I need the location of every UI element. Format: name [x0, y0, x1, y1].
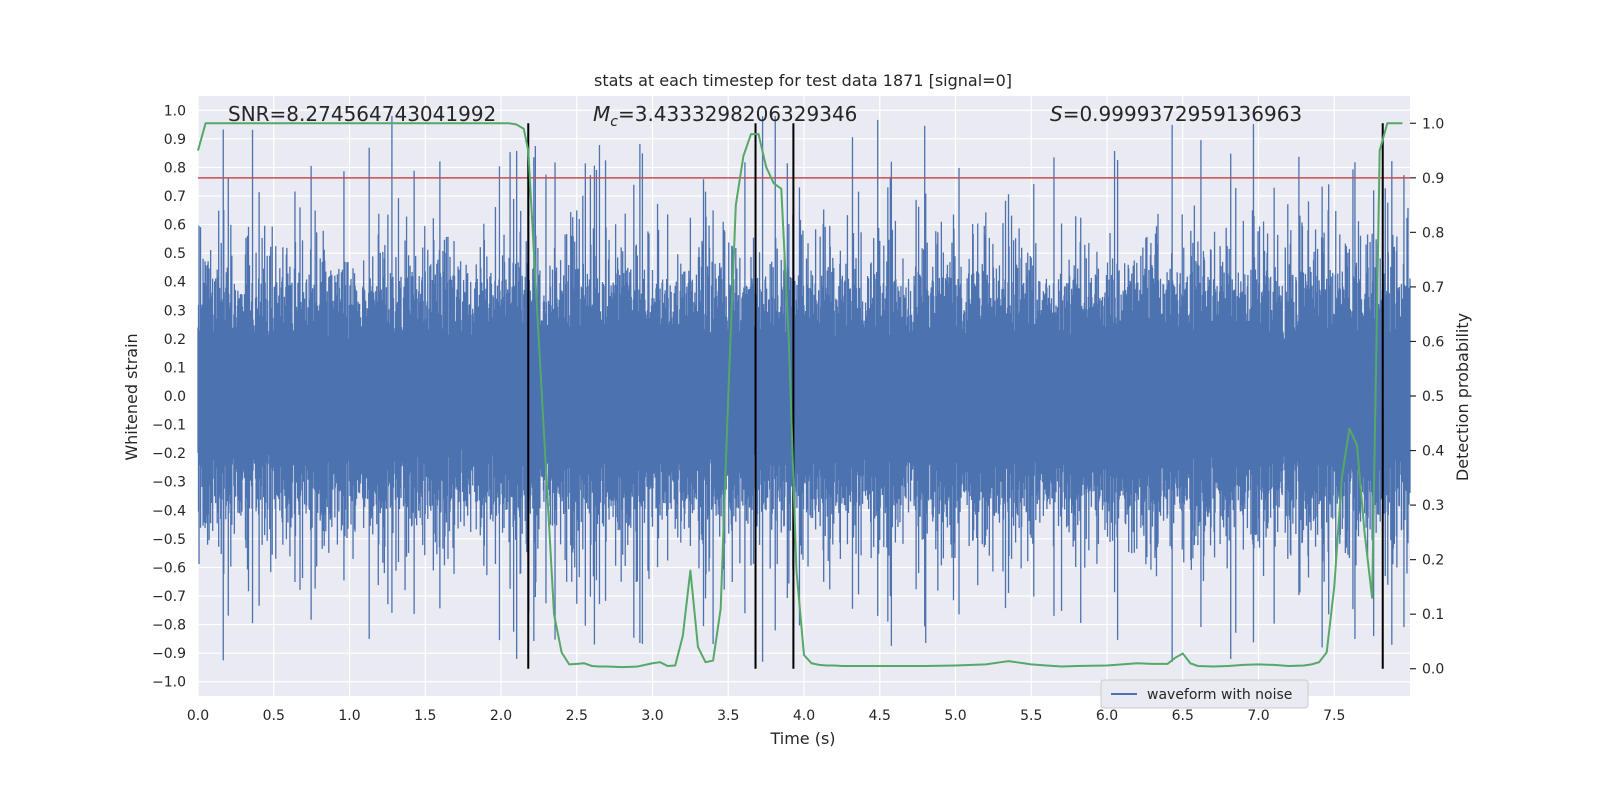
x-tick-label: 6.5 — [1172, 708, 1194, 724]
x-tick-label: 7.0 — [1247, 708, 1269, 724]
x-axis-label: Time (s) — [769, 729, 835, 748]
x-tick-label: 3.5 — [717, 708, 739, 724]
y-right-tick-label: 0.5 — [1422, 389, 1444, 405]
legend-box — [1100, 679, 1309, 709]
waveform-trace — [197, 116, 1411, 662]
mc-value: =3.4333298206329346 — [618, 102, 857, 126]
s-symbol: S — [1050, 102, 1063, 126]
y-right-tick-label: 0.4 — [1422, 444, 1444, 460]
x-tick-label: 1.5 — [414, 708, 436, 724]
x-tick-label: 7.5 — [1323, 708, 1345, 724]
y-tick-label: 0.0 — [164, 389, 186, 405]
probability-series — [197, 122, 1403, 669]
x-tick-label: 2.5 — [566, 708, 588, 724]
y-right-tick-label: 0.9 — [1422, 171, 1444, 187]
x-tick-label: 2.0 — [490, 708, 512, 724]
y-tick-label: −1.0 — [152, 675, 186, 691]
s-annotation: S=0.9999372959136963 — [1050, 102, 1302, 126]
mc-subscript: c — [610, 114, 618, 130]
y-right-axis-label: Detection probability — [1453, 313, 1472, 481]
chirp-mass-annotation: Mc=3.4333298206329346 — [593, 102, 857, 130]
y-tick-label: −0.8 — [152, 618, 186, 634]
y-tick-label: −0.4 — [152, 503, 186, 519]
y-tick-label: −0.6 — [152, 560, 186, 576]
y-tick-label: −0.2 — [152, 446, 186, 462]
x-tick-label: 3.0 — [641, 708, 663, 724]
y-tick-label: −0.5 — [152, 532, 186, 548]
y-tick-label: 0.1 — [164, 360, 186, 376]
y-tick-label: 0.9 — [164, 132, 186, 148]
mc-symbol: M — [593, 102, 610, 126]
legend: waveform with noise — [1100, 679, 1309, 709]
y-right-tick-label: 0.7 — [1422, 280, 1444, 296]
y-tick-label: 0.5 — [164, 246, 186, 262]
x-tick-label: 6.0 — [1096, 708, 1118, 724]
x-tick-label: 0.5 — [263, 708, 285, 724]
y-tick-label: 0.7 — [164, 189, 186, 205]
x-tick-label: 5.5 — [1020, 708, 1042, 724]
y-right-tick-label: 0.0 — [1422, 662, 1444, 678]
y-tick-label: 1.0 — [164, 103, 186, 119]
y-right-tick-label: 0.6 — [1422, 334, 1444, 350]
y-right-tick-layer: 1.0 0.9 0.8 0.7 0.6 0.5 0.4 0.3 0.2 0.1 0.0 — [1410, 116, 1444, 678]
y-axis-label: Whitened strain — [122, 333, 141, 460]
y-right-tick-label: 1.0 — [1422, 116, 1444, 132]
y-right-tick-label: 0.1 — [1422, 607, 1444, 623]
vertical-lines-layer — [527, 123, 1384, 669]
snr-annotation: SNR=8.274564743041992 — [228, 102, 496, 126]
y-right-tick-label: 0.8 — [1422, 225, 1444, 241]
x-tick-label: 4.0 — [793, 708, 815, 724]
y-tick-label: −0.1 — [152, 418, 186, 434]
y-tick-label: 0.3 — [164, 303, 186, 319]
y-right-tick-label: 0.2 — [1422, 553, 1444, 569]
x-tick-label: 0.0 — [187, 708, 209, 724]
y-tick-label: 0.8 — [164, 160, 186, 176]
y-tick-label: 0.2 — [164, 332, 186, 348]
y-tick-label: 0.4 — [164, 275, 186, 291]
legend-label: waveform with noise — [1147, 687, 1292, 703]
y-tick-label: −0.3 — [152, 475, 186, 491]
x-tick-label: 5.0 — [944, 708, 966, 724]
waveform-series — [197, 116, 1411, 662]
x-tick-label: 1.0 — [338, 708, 360, 724]
y-right-tick-label: 0.3 — [1422, 498, 1444, 514]
y-tick-label: 0.6 — [164, 218, 186, 234]
s-value: =0.9999372959136963 — [1063, 102, 1302, 126]
y-tick-label: −0.9 — [152, 646, 186, 662]
x-tick-label: 4.5 — [869, 708, 891, 724]
chart-title: stats at each timestep for test data 187… — [594, 71, 1012, 90]
y-tick-layer: 1.0 0.9 0.8 0.7 0.6 0.5 0.4 0.3 0.2 0.1 0.0 −0.1 −0.… — [152, 103, 186, 690]
probability-line — [197, 122, 1403, 669]
y-tick-label: −0.7 — [152, 589, 186, 605]
x-tick-layer: 0.0 0.5 1.0 1.5 2.0 2.5 3.0 3.5 4.0 4.5 5.0 5.5 6.0 6… — [187, 708, 1346, 724]
